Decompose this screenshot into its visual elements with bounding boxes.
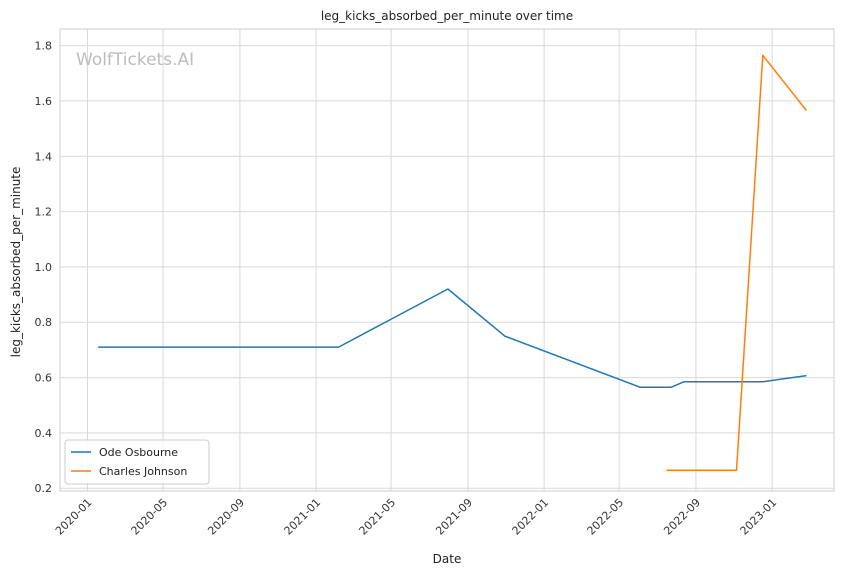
- legend: Ode Osbourne Charles Johnson: [64, 439, 210, 485]
- y-tick-label: 1.6: [35, 95, 53, 108]
- y-tick-labels: 0.2 0.4 0.6 0.8 1.0 1.2 1.4 1.6 1.8: [35, 40, 53, 496]
- legend-label-1: Charles Johnson: [99, 465, 187, 478]
- y-axis-title: leg_kicks_absorbed_per_minute: [9, 167, 23, 358]
- x-tick-label: 2022-05: [585, 496, 627, 538]
- y-tick-label: 1.4: [35, 150, 53, 163]
- plot-area: [59, 28, 835, 492]
- series-line-0: [98, 288, 807, 389]
- x-tick-label: 2021-05: [357, 496, 399, 538]
- x-tick-label: 2023-01: [738, 496, 780, 538]
- series-line-1: [666, 54, 808, 472]
- y-tick-label: 0.2: [35, 482, 53, 495]
- x-tick-label: 2020-05: [128, 496, 170, 538]
- x-axis-title: Date: [433, 552, 462, 566]
- x-tick-label: 2022-09: [661, 496, 703, 538]
- watermark: WolfTickets.AI: [76, 50, 194, 70]
- grid-y: [60, 45, 834, 489]
- x-tick-label: 2021-09: [433, 496, 475, 538]
- grid-x: [86, 29, 773, 491]
- y-tick-label: 1.8: [35, 40, 53, 53]
- y-tick-label: 0.4: [35, 427, 53, 440]
- x-tick-label: 2021-01: [282, 496, 324, 538]
- y-tick-label: 1.2: [35, 206, 53, 219]
- y-tick-label: 0.8: [35, 316, 53, 329]
- series-lines: [98, 54, 808, 472]
- legend-label-0: Ode Osbourne: [99, 446, 178, 459]
- x-tick-label: 2020-01: [53, 496, 95, 538]
- y-tick-label: 0.6: [35, 372, 53, 385]
- x-tick-label: 2020-09: [205, 496, 247, 538]
- y-tick-label: 1.0: [35, 261, 53, 274]
- x-tick-label: 2022-01: [510, 496, 552, 538]
- legend-box: [64, 439, 210, 485]
- chart-title: leg_kicks_absorbed_per_minute over time: [321, 9, 573, 23]
- x-tick-labels: 2020-01 2020-05 2020-09 2021-01 2021-05 2021-…: [53, 496, 779, 538]
